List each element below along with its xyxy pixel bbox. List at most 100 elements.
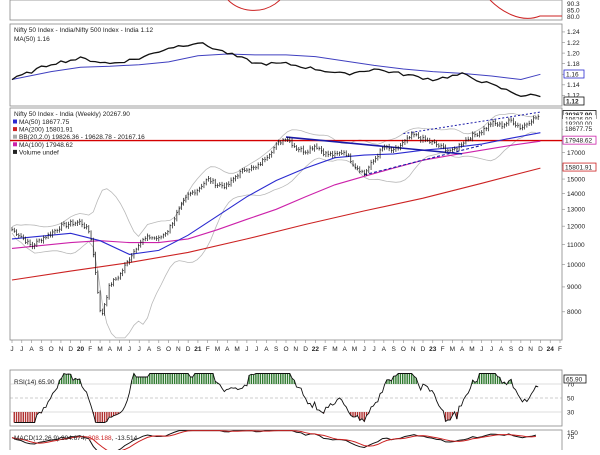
- legend-label: MA(50) 18677.75: [19, 119, 70, 126]
- x-tick-label: A: [147, 346, 152, 353]
- price-plot: [10, 111, 562, 339]
- macd-title-part-2: 308.188: [88, 435, 112, 442]
- x-tick-label: J: [372, 346, 375, 353]
- top-panel-labels: 90.385.080.0: [567, 1, 580, 21]
- x-tick-label: M: [215, 346, 220, 353]
- legend-label: BB(20,2.0) 19826.36 - 19628.78 - 20167.1…: [19, 134, 145, 141]
- x-tick-label: O: [401, 346, 406, 353]
- rsi-last-value-box: [563, 374, 587, 384]
- x-tick-label: O: [49, 346, 54, 353]
- x-tick-label: A: [343, 346, 348, 353]
- rs-panel-frame: [9, 23, 563, 107]
- rs-ma-label: MA(50) 1.16: [14, 36, 50, 43]
- top-panel-label: 85.0: [567, 8, 580, 15]
- rsi-panel: 30 50 70 RSI(14) 65.90 65.90: [9, 369, 587, 427]
- x-tick-label: M: [97, 346, 102, 353]
- x-tick-label: A: [382, 346, 387, 353]
- legend-swatch: [13, 142, 17, 147]
- ma50-line: [11, 132, 541, 255]
- price-label-bg: [563, 115, 596, 123]
- x-tick-label: D: [538, 346, 543, 353]
- x-tick-label: F: [558, 346, 562, 353]
- x-tick-label: O: [283, 346, 288, 353]
- price-right-labels: 20267.9019626.9019200.0018677.7517948.62…: [562, 110, 597, 172]
- price-tick-label: 13000: [567, 207, 585, 214]
- legend-swatch: [13, 149, 17, 154]
- rs-last-value: 1.12: [566, 99, 579, 106]
- x-tick-label: 21: [194, 346, 202, 353]
- ma100-line: [11, 140, 541, 249]
- rsi-last-value: 65.90: [566, 377, 583, 384]
- rs-ma-value-box: [563, 69, 585, 79]
- x-tick-label: 24: [547, 346, 555, 353]
- x-tick-label: J: [490, 346, 493, 353]
- price-tick-label: 12000: [567, 223, 585, 230]
- x-tick-label: S: [157, 346, 162, 353]
- bollinger-upper: [11, 113, 537, 238]
- x-tick-label: 23: [429, 346, 437, 353]
- x-tick-label: S: [391, 346, 396, 353]
- macd-tick-label: 150: [567, 430, 578, 437]
- price-bars: [11, 114, 540, 316]
- x-tick-label: M: [234, 346, 239, 353]
- x-tick-label: A: [225, 346, 230, 353]
- top-panel-label: 80.0: [567, 14, 580, 21]
- rs-line: [11, 42, 541, 98]
- price-label-box: [562, 135, 597, 145]
- legend-swatch: [13, 134, 17, 139]
- x-tick-label: J: [128, 346, 131, 353]
- ma200-line: [11, 167, 541, 281]
- x-tick-label: A: [264, 346, 269, 353]
- price-tick-label: 8000: [567, 309, 582, 316]
- x-tick-label: S: [39, 346, 44, 353]
- macd-panel-title: MACD(12,26,9) 294.674, 308.188, -13.514: [14, 435, 138, 442]
- x-tick-label: D: [186, 346, 191, 353]
- rsi-line: [14, 372, 539, 423]
- price-label-bg: [563, 119, 596, 127]
- rsi-fill: [13, 373, 512, 423]
- x-tick-label: O: [166, 346, 171, 353]
- price-label-bg: [563, 124, 596, 132]
- rsi-tick-label: 30: [567, 409, 575, 416]
- rs-last-value-box: [563, 96, 585, 106]
- x-tick-label: J: [20, 346, 23, 353]
- x-tick-label: J: [138, 346, 141, 353]
- price-tick-label: 17000: [567, 150, 585, 157]
- price-tick-label: 9000: [567, 284, 582, 291]
- x-tick-label: J: [480, 346, 483, 353]
- macd-title-part-1: MACD(12,26,9) 294.674,: [14, 435, 88, 442]
- rs-tick-label: 1.14: [567, 82, 580, 89]
- rs-ma-value: 1.16: [566, 72, 579, 79]
- x-tick-label: N: [293, 346, 298, 353]
- x-tick-label: S: [509, 346, 514, 353]
- x-tick-label: M: [117, 346, 122, 353]
- x-tick-label: S: [274, 346, 279, 353]
- rsi-panel-title: RSI(14) 65.90: [14, 379, 55, 386]
- price-label: 18677.75: [565, 126, 592, 133]
- macd-tick-label: 75: [567, 434, 575, 441]
- price-tick-label: 11000: [567, 242, 585, 249]
- legend-swatch: [13, 127, 17, 132]
- rs-ma-line: [11, 53, 541, 81]
- rs-panel-title: Nifty 50 Index - India/Nifty 500 Index -…: [14, 27, 153, 34]
- legend-swatch: [13, 119, 17, 124]
- price-tick-label: 14000: [567, 191, 585, 198]
- upper-channel-line: [403, 111, 541, 135]
- macd-title-part-3: , -13.514: [112, 435, 138, 442]
- top-panel-label: 90.3: [567, 1, 580, 8]
- rsi-tick-label: 50: [567, 395, 575, 402]
- rs-tick-label: 1.20: [567, 50, 580, 57]
- x-tick-label: F: [88, 346, 92, 353]
- x-tick-label: A: [108, 346, 113, 353]
- x-tick-label: M: [332, 346, 337, 353]
- x-tick-label: N: [176, 346, 181, 353]
- x-tick-label: A: [29, 346, 34, 353]
- price-axis: 8000900010000110001200013000140001500016…: [562, 116, 585, 316]
- falling-trendline: [285, 136, 463, 155]
- x-tick-label: 20: [77, 346, 85, 353]
- rs-tick-label: 1.22: [567, 40, 580, 47]
- rs-tick-label: 1.12: [567, 93, 580, 100]
- x-tick-label: D: [303, 346, 308, 353]
